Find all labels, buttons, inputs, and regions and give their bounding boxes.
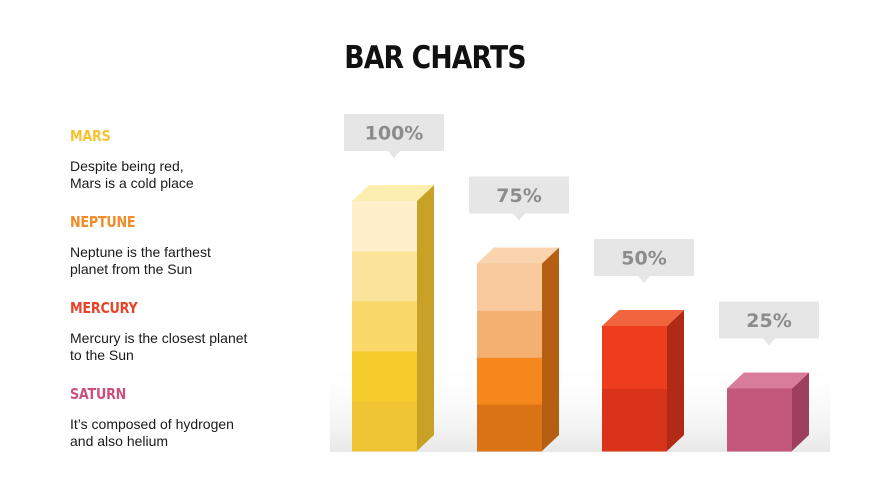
bar-saturn: [727, 372, 809, 452]
bar-segment: [352, 251, 417, 302]
bar-top: [352, 185, 434, 201]
bar-segment: [477, 263, 542, 311]
data-label-box: [719, 301, 819, 339]
data-label-text: 50%: [621, 248, 666, 270]
bar-segment: [602, 326, 667, 389]
data-label-pointer: [388, 151, 400, 158]
legend-name: MERCURY: [70, 299, 138, 317]
bar-mars: [352, 185, 434, 452]
legend-item-saturn: SATURN It’s composed of hydrogen and als…: [70, 382, 320, 468]
legend-description: Despite being red, Mars is a cold place: [70, 158, 194, 191]
data-label-pointer: [763, 338, 775, 346]
legend-item-neptune: NEPTUNE Neptune is the farthest planet f…: [70, 210, 320, 296]
legend-name: NEPTUNE: [70, 213, 136, 231]
legend: MARS Despite being red, Mars is a cold p…: [70, 124, 320, 468]
data-label-box: [469, 176, 569, 214]
legend-description: Mercury is the closest planet to the Sun: [70, 330, 248, 363]
bar-side: [417, 185, 434, 451]
bar-top: [602, 310, 684, 326]
bar-segment: [477, 404, 542, 452]
legend-item-mars: MARS Despite being red, Mars is a cold p…: [70, 124, 320, 210]
data-label: 50%: [594, 239, 694, 283]
bar-segment: [352, 401, 417, 452]
bar-segment: [727, 388, 792, 452]
bar-segment: [477, 357, 542, 405]
legend-name: SATURN: [70, 385, 127, 403]
data-label-text: 100%: [365, 123, 424, 145]
page-title: BAR CHARTS: [344, 40, 526, 76]
data-label: 100%: [344, 114, 444, 158]
data-label-pointer: [638, 276, 650, 283]
data-label-box: [344, 114, 444, 151]
bar-side: [667, 310, 684, 451]
legend-description: Neptune is the farthest planet from the …: [70, 244, 211, 277]
bar-segment: [352, 201, 417, 252]
legend-description: It’s composed of hydrogen and also heliu…: [70, 416, 234, 449]
data-label-text: 75%: [496, 185, 541, 207]
legend-item-mercury: MERCURY Mercury is the closest planet to…: [70, 296, 320, 382]
data-label: 25%: [719, 301, 819, 346]
data-label-pointer: [513, 213, 525, 221]
bar-side: [792, 372, 809, 451]
data-label: 75%: [469, 176, 569, 221]
data-label-box: [594, 239, 694, 276]
bar-top: [727, 372, 809, 389]
bar-segment: [352, 301, 417, 352]
bar-top: [477, 247, 559, 264]
bar-neptune: [477, 247, 559, 452]
bar-side: [542, 247, 559, 451]
bar-mercury: [602, 310, 684, 452]
bar-segment: [352, 351, 417, 402]
data-label-text: 25%: [746, 310, 791, 332]
bar-segment: [602, 388, 667, 452]
bar-segment: [477, 310, 542, 358]
bars: 100% 75% 50% 25%: [344, 114, 819, 452]
legend-name: MARS: [70, 127, 111, 145]
